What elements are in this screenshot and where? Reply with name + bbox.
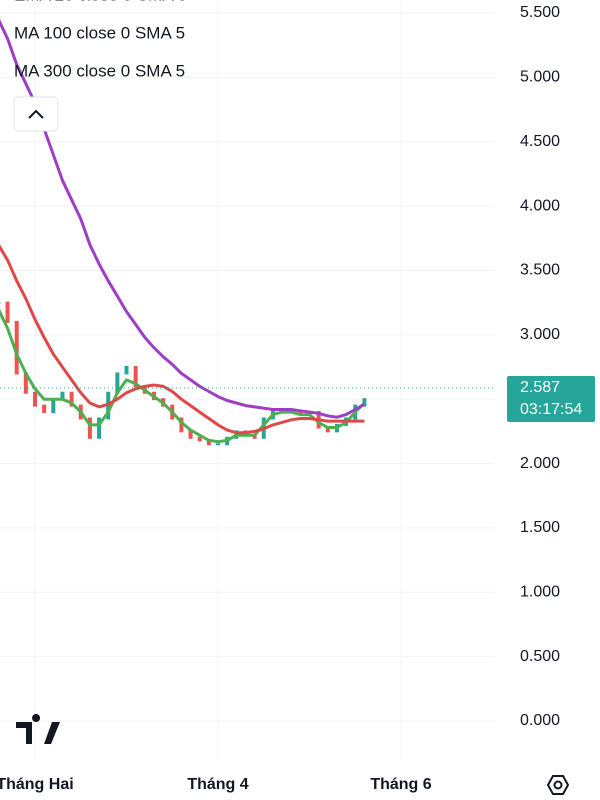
candle — [115, 372, 120, 394]
candle — [23, 372, 28, 394]
candle — [14, 320, 19, 375]
legend-entry: MA 100 close 0 SMA 5 — [14, 23, 185, 42]
candle — [60, 391, 65, 401]
y-tick-label: 4.000 — [520, 197, 560, 214]
candle — [33, 391, 37, 407]
candle — [5, 301, 10, 323]
settings-button[interactable] — [546, 775, 570, 795]
y-tick-label: 5.500 — [520, 4, 560, 21]
countdown-label: 03:17:54 — [520, 401, 582, 418]
y-tick-label: 0.000 — [520, 712, 560, 729]
x-tick-label: Tháng 6 — [370, 776, 431, 793]
candle — [325, 426, 330, 433]
legend-entry: EMA 20 close 0 SMA 5 — [14, 0, 187, 4]
y-tick-label: 1.500 — [520, 519, 560, 536]
ma-line — [0, 19, 366, 419]
collapse-button-box[interactable] — [13, 96, 59, 132]
last-price-box — [507, 375, 595, 422]
x-tick-label: Tháng Hai — [0, 776, 74, 793]
candle — [179, 417, 184, 433]
logo-shape — [16, 714, 60, 744]
settings-icon[interactable] — [546, 775, 570, 795]
chevron-icon — [28, 109, 44, 119]
candle — [97, 417, 102, 439]
collapse-button[interactable] — [13, 96, 59, 132]
legend: EMA 20 close 0 SMA 5 MA 100 close 0 SMA 5… — [14, 0, 187, 80]
tv-logo — [16, 714, 60, 744]
candle — [206, 439, 211, 446]
candle — [133, 366, 138, 388]
settings-icon-dot — [553, 780, 563, 790]
y-axis: 0.0000.5001.0001.5002.0002.5003.0003.500… — [0, 4, 595, 793]
plot-area — [0, 19, 495, 446]
candle — [362, 398, 367, 407]
candle — [188, 430, 193, 439]
ma-line — [0, 244, 365, 435]
y-tick-label: 3.000 — [520, 326, 560, 343]
y-tick-label: 3.500 — [520, 262, 560, 279]
y-tick-label: 2.000 — [520, 455, 560, 472]
candle — [69, 391, 74, 407]
grid — [0, 0, 495, 760]
y-tick-label: 0.500 — [520, 648, 560, 665]
candle — [42, 404, 47, 414]
legend-entry: MA 300 close 0 SMA 5 — [14, 61, 185, 80]
x-tick-label: Tháng 4 — [187, 776, 248, 793]
candle — [197, 436, 202, 442]
candle — [216, 443, 220, 446]
ma-line — [0, 308, 366, 444]
y-tick-label: 1.000 — [520, 583, 560, 600]
candle — [124, 366, 129, 375]
candle — [51, 398, 56, 414]
y-tick-label: 5.000 — [520, 69, 560, 86]
last-price-label: 2.587 — [520, 379, 560, 396]
candle — [87, 417, 92, 439]
y-tick-label: 4.500 — [520, 133, 560, 150]
